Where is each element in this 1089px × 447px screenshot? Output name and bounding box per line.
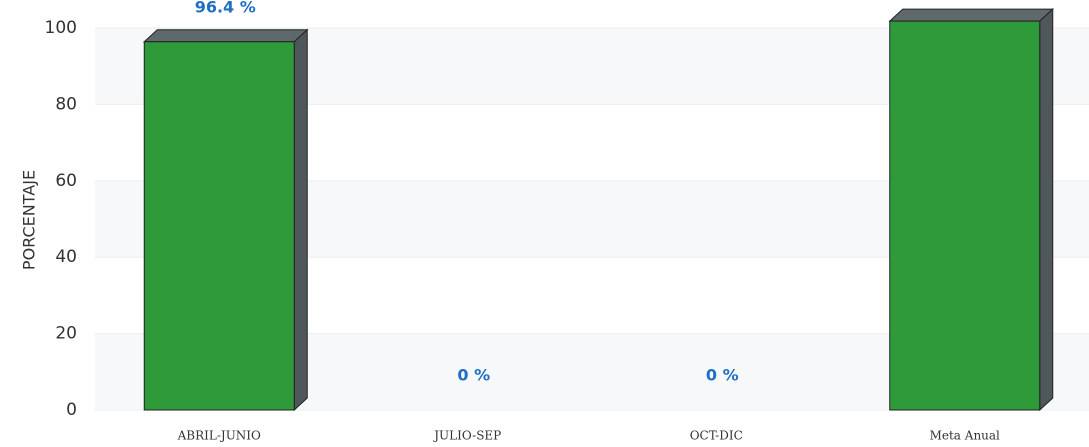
x-tick-label: Meta Anual (930, 429, 1000, 443)
y-tick-label: 40 (55, 247, 77, 267)
bar (143, 41, 295, 411)
x-tick-label: OCT-DIC (690, 429, 743, 443)
x-tick-label: ABRIL-JUNIO (177, 429, 261, 443)
y-tick-label: 60 (55, 171, 77, 191)
value-label: 96.4 % (195, 0, 256, 16)
value-label: 0 % (706, 366, 739, 385)
bar-top (888, 8, 1055, 22)
bar-top (142, 29, 309, 43)
y-tick-label: 0 (66, 400, 77, 420)
y-axis-label: PORCENTAJE (20, 170, 39, 270)
x-tick-label: JULIO-SEP (432, 429, 501, 443)
bar-side (1039, 7, 1054, 412)
y-tick-label: 80 (55, 94, 77, 114)
value-label: 0 % (457, 366, 490, 385)
y-tick-label: 100 (45, 18, 77, 38)
y-tick-label: 20 (55, 324, 77, 344)
bar (889, 20, 1041, 411)
bar-side (293, 28, 308, 412)
